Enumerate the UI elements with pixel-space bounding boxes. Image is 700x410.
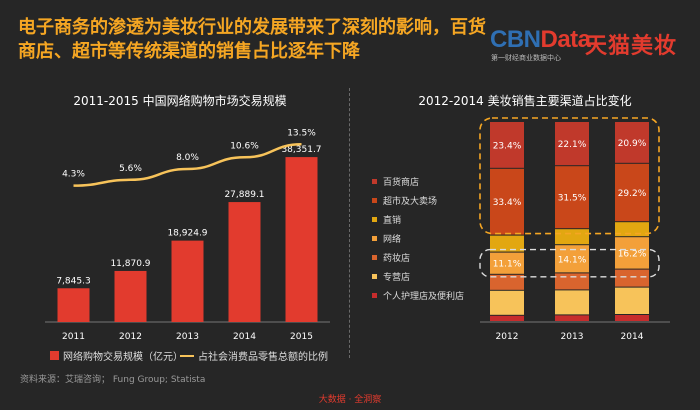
legend-label: 专营店 bbox=[383, 273, 411, 283]
legend-line: 占社会消费品零售总额的比例 bbox=[180, 348, 328, 363]
stack-segment bbox=[615, 163, 649, 222]
legend-label: 个人护理店及便利店 bbox=[383, 292, 465, 302]
bar bbox=[171, 240, 204, 322]
line-value-label: 8.0% bbox=[176, 153, 199, 163]
stack-segment bbox=[615, 122, 649, 163]
stack-segment bbox=[555, 273, 589, 290]
legend-label: 超市及大卖场 bbox=[383, 197, 438, 207]
legend-label: 药妆店 bbox=[383, 254, 411, 264]
legend-swatch bbox=[372, 217, 377, 222]
stack-segment bbox=[555, 315, 589, 321]
bar-value-label: 18,924.9 bbox=[167, 229, 207, 239]
legend-item: 个人护理店及便利店 bbox=[372, 286, 464, 305]
logo-subtitle: 第一财经商业数据中心 bbox=[491, 54, 561, 62]
stack-segment bbox=[555, 229, 589, 245]
stack-segment bbox=[615, 269, 649, 287]
stack-segment bbox=[615, 287, 649, 314]
bar-value-label: 7,845.3 bbox=[56, 276, 90, 286]
share-line bbox=[73, 143, 302, 187]
segment-value-label: 16.2% bbox=[618, 249, 647, 259]
segment-value-label: 23.4% bbox=[493, 141, 522, 151]
footer-tagline: 大数据 · 全洞察 bbox=[318, 395, 382, 405]
legend-bar: 网络购物交易规模（亿元） bbox=[50, 348, 183, 363]
x-tick-label: 2013 bbox=[176, 332, 199, 342]
bar bbox=[57, 288, 90, 322]
x-tick-label: 2013 bbox=[561, 332, 584, 342]
online-channel-highlight bbox=[479, 248, 660, 278]
stack-segment bbox=[555, 166, 589, 229]
legend-swatch bbox=[372, 274, 377, 279]
logo-data-text: Data bbox=[540, 26, 592, 53]
logo-cbn-text: CBN bbox=[490, 26, 541, 53]
bar-value-label: 27,889.1 bbox=[224, 190, 264, 200]
legend-item: 网络 bbox=[372, 229, 464, 248]
cbndata-logo: CBNData bbox=[490, 26, 591, 54]
legend-line-label: 占社会消费品零售总额的比例 bbox=[198, 352, 328, 363]
legend-swatch bbox=[372, 198, 377, 203]
stack-segment bbox=[615, 315, 649, 321]
line-value-label: 10.6% bbox=[230, 141, 259, 151]
segment-value-label: 22.1% bbox=[558, 140, 587, 150]
legend-bar-swatch bbox=[50, 351, 59, 360]
stack-segment bbox=[555, 290, 589, 315]
traditional-channels-highlight bbox=[479, 117, 660, 235]
left-chart-title: 2011-2015 中国网络购物市场交易规模 bbox=[73, 94, 287, 108]
segment-value-label: 20.9% bbox=[618, 139, 647, 149]
legend-item: 百货商店 bbox=[372, 172, 464, 191]
stack-segment bbox=[615, 237, 649, 269]
legend-label: 直销 bbox=[383, 216, 402, 226]
stack-segment bbox=[490, 122, 524, 168]
stack-segment bbox=[490, 274, 524, 290]
line-value-label: 13.5% bbox=[287, 128, 316, 138]
stack-segment bbox=[615, 222, 649, 237]
legend-item: 专营店 bbox=[372, 267, 464, 286]
stack-segment bbox=[490, 315, 524, 321]
headline: 电子商务的渗透为美妆行业的发展带来了深刻的影响，百货商店、超市等传统渠道的销售占… bbox=[18, 17, 486, 62]
line-value-label: 4.3% bbox=[62, 170, 85, 180]
bar bbox=[228, 202, 261, 322]
stack-segment bbox=[490, 290, 524, 315]
segment-value-label: 29.2% bbox=[618, 189, 647, 199]
segment-value-label: 14.1% bbox=[558, 255, 587, 265]
legend-swatch bbox=[372, 293, 377, 298]
x-tick-label: 2014 bbox=[233, 332, 256, 342]
stack-segment bbox=[490, 252, 524, 274]
stack-segment bbox=[490, 235, 524, 252]
bar bbox=[285, 157, 318, 322]
legend-label: 百货商店 bbox=[383, 178, 420, 188]
stack-segment bbox=[490, 168, 524, 235]
legend-swatch bbox=[372, 255, 377, 260]
stack-segment bbox=[555, 122, 589, 166]
legend-line-swatch bbox=[180, 354, 194, 357]
x-tick-label: 2012 bbox=[496, 332, 519, 342]
channel-legend: 百货商店 超市及大卖场 直销 网络 药妆店 专营店 个人护理店及便利店 bbox=[372, 172, 464, 305]
segment-value-label: 11.1% bbox=[493, 260, 522, 270]
legend-bar-label: 网络购物交易规模（亿元） bbox=[63, 352, 183, 363]
segment-value-label: 31.5% bbox=[558, 194, 587, 204]
right-chart-title: 2012-2014 美妆销售主要渠道占比变化 bbox=[418, 94, 632, 108]
x-tick-label: 2015 bbox=[290, 332, 313, 342]
tmall-beauty-logo: 天猫美妆 bbox=[585, 34, 678, 59]
x-tick-label: 2014 bbox=[621, 332, 644, 342]
x-tick-label: 2011 bbox=[62, 332, 85, 342]
line-value-label: 5.6% bbox=[119, 164, 142, 174]
source-note: 资料来源：艾瑞咨询； Fung Group; Statista bbox=[20, 375, 206, 385]
legend-item: 药妆店 bbox=[372, 248, 464, 267]
x-tick-label: 2012 bbox=[119, 332, 142, 342]
bar-value-label: 11,870.9 bbox=[110, 259, 150, 269]
panel-divider bbox=[349, 88, 350, 358]
legend-item: 直销 bbox=[372, 210, 464, 229]
segment-value-label: 33.4% bbox=[493, 198, 522, 208]
legend-swatch bbox=[372, 179, 377, 184]
bar bbox=[114, 270, 147, 322]
legend-item: 超市及大卖场 bbox=[372, 191, 464, 210]
legend-label: 网络 bbox=[383, 235, 402, 245]
bar-value-label: 38,351.7 bbox=[281, 145, 321, 155]
legend-swatch bbox=[372, 236, 377, 241]
